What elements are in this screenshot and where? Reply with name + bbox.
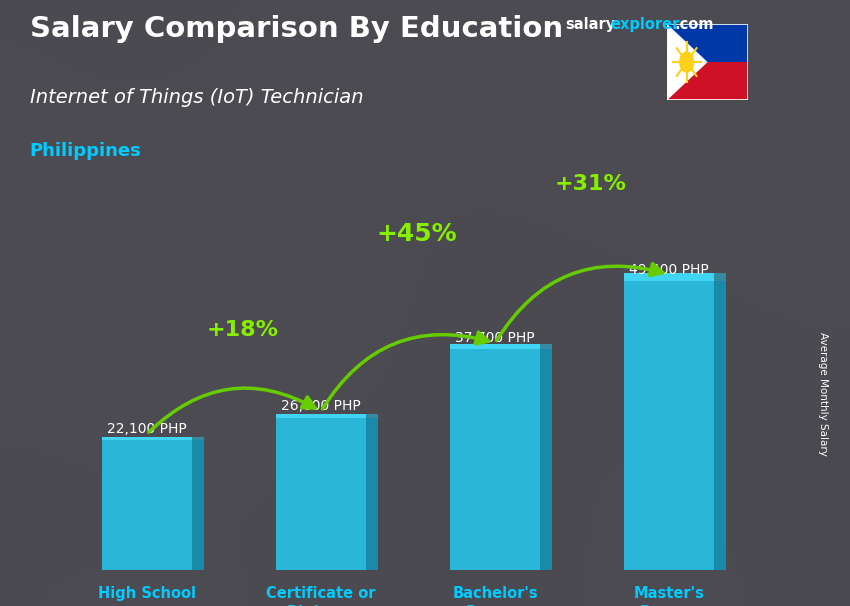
Bar <box>541 344 552 349</box>
Text: salary: salary <box>565 17 615 32</box>
Bar <box>667 24 748 62</box>
Bar <box>192 441 204 570</box>
Text: 22,100 PHP: 22,100 PHP <box>107 422 187 436</box>
Text: +18%: +18% <box>207 320 279 340</box>
Text: .com: .com <box>674 17 713 32</box>
Polygon shape <box>667 24 707 100</box>
Text: Internet of Things (IoT) Technician: Internet of Things (IoT) Technician <box>30 88 363 107</box>
Text: Salary Comparison By Education: Salary Comparison By Education <box>30 15 563 43</box>
Bar <box>275 418 366 570</box>
Text: 49,400 PHP: 49,400 PHP <box>629 262 709 276</box>
Text: +31%: +31% <box>555 174 626 194</box>
Bar <box>450 349 541 570</box>
FancyBboxPatch shape <box>450 344 541 349</box>
Bar <box>715 273 726 281</box>
Bar <box>101 441 192 570</box>
FancyBboxPatch shape <box>275 414 366 418</box>
Bar <box>366 418 378 570</box>
Bar <box>624 281 715 570</box>
Text: Philippines: Philippines <box>30 142 141 161</box>
FancyBboxPatch shape <box>101 437 192 441</box>
Text: explorer: explorer <box>610 17 680 32</box>
Text: 26,000 PHP: 26,000 PHP <box>281 399 360 413</box>
Bar <box>192 437 204 441</box>
Bar <box>541 349 552 570</box>
FancyBboxPatch shape <box>624 273 715 281</box>
Bar <box>667 62 748 100</box>
Text: Average Monthly Salary: Average Monthly Salary <box>818 332 828 456</box>
Circle shape <box>679 52 694 73</box>
Bar <box>715 281 726 570</box>
Text: 37,700 PHP: 37,700 PHP <box>456 331 535 345</box>
Text: +45%: +45% <box>377 222 457 246</box>
Bar <box>366 414 378 418</box>
